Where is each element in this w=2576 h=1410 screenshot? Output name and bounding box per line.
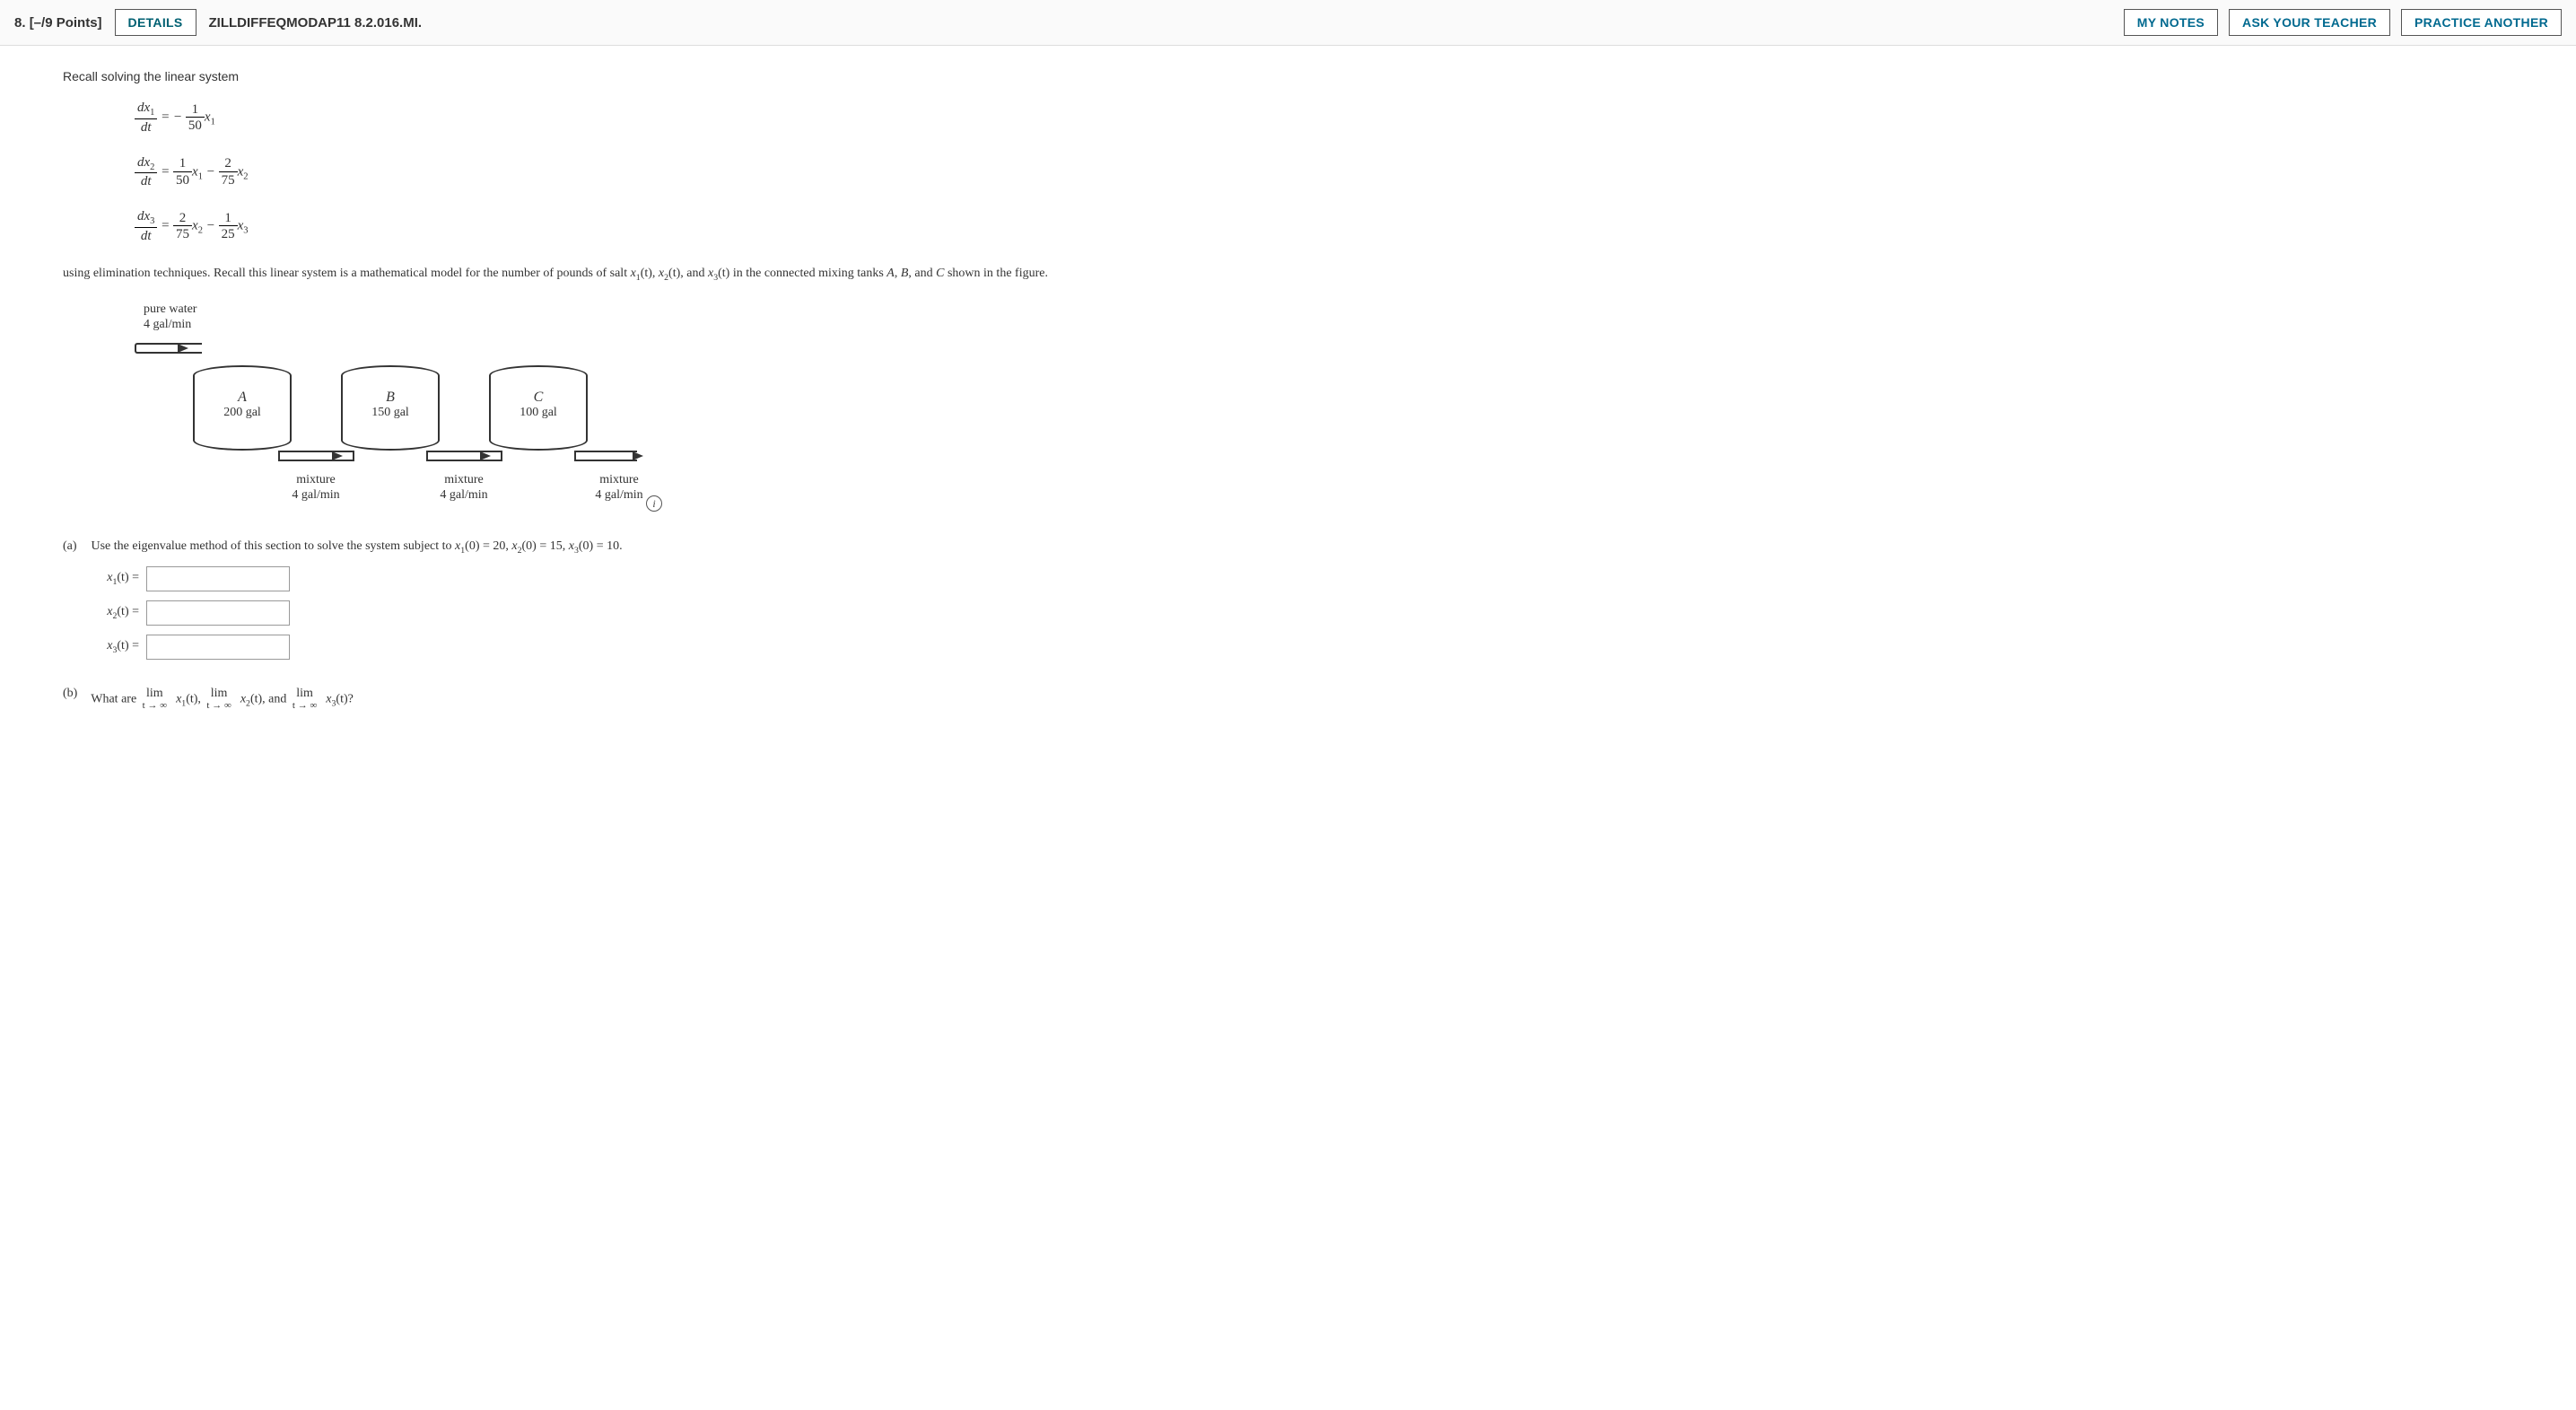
answer-row-x1: x1(t) = — [90, 566, 2513, 591]
answer-row-x3: x3(t) = — [90, 635, 2513, 660]
my-notes-button[interactable]: MY NOTES — [2124, 9, 2218, 36]
inflow-pipe — [135, 343, 202, 354]
details-button[interactable]: DETAILS — [115, 9, 196, 36]
part-a-label: (a) — [63, 539, 88, 554]
answer-row-x2: x2(t) = — [90, 600, 2513, 626]
mixture-label-out: mixture4 gal/min — [583, 473, 655, 504]
practice-another-button[interactable]: PRACTICE ANOTHER — [2401, 9, 2562, 36]
question-body: Recall solving the linear system dx1dt =… — [0, 46, 2576, 750]
arrow-icon — [332, 451, 343, 460]
x1-input[interactable] — [146, 566, 290, 591]
x3-input[interactable] — [146, 635, 290, 660]
ask-teacher-button[interactable]: ASK YOUR TEACHER — [2229, 9, 2390, 36]
part-b: (b) What are limt → ∞ x1(t), limt → ∞ x2… — [63, 687, 2513, 713]
equation-1: dx1dt = − 150x1 — [135, 101, 2513, 136]
inflow-label: pure water4 gal/min — [144, 302, 196, 333]
mixture-label-ab: mixture4 gal/min — [280, 473, 352, 504]
part-b-label: (b) — [63, 687, 88, 701]
mixture-label-bc: mixture4 gal/min — [428, 473, 500, 504]
arrow-icon — [633, 451, 643, 460]
pipe-ab — [278, 451, 354, 461]
arrow-icon — [480, 451, 491, 460]
pipe-out — [574, 451, 637, 461]
header-left: 8. [–/9 Points] DETAILS ZILLDIFFEQMODAP1… — [14, 9, 422, 36]
question-number: 8. [–/9 Points] — [14, 15, 102, 31]
pipe-bc — [426, 451, 502, 461]
tank-a: A 200 gal — [193, 365, 292, 451]
info-icon[interactable]: i — [646, 495, 662, 512]
part-a: (a) Use the eigenvalue method of this se… — [63, 539, 2513, 556]
tank-c: C 100 gal — [489, 365, 588, 451]
equation-3: dx3dt = 275x2 − 125x3 — [135, 209, 2513, 244]
header-right: MY NOTES ASK YOUR TEACHER PRACTICE ANOTH… — [2124, 9, 2562, 36]
equation-2: dx2dt = 150x1 − 275x2 — [135, 155, 2513, 190]
reference-id: ZILLDIFFEQMODAP11 8.2.016.MI. — [209, 15, 423, 31]
tank-b: B 150 gal — [341, 365, 440, 451]
question-header: 8. [–/9 Points] DETAILS ZILLDIFFEQMODAP1… — [0, 0, 2576, 46]
x2-input[interactable] — [146, 600, 290, 626]
tanks-figure: pure water4 gal/min A 200 gal B 150 gal … — [135, 302, 673, 518]
arrow-icon — [178, 344, 188, 353]
context-text: using elimination techniques. Recall thi… — [63, 264, 2513, 285]
intro-text: Recall solving the linear system — [63, 67, 2513, 86]
